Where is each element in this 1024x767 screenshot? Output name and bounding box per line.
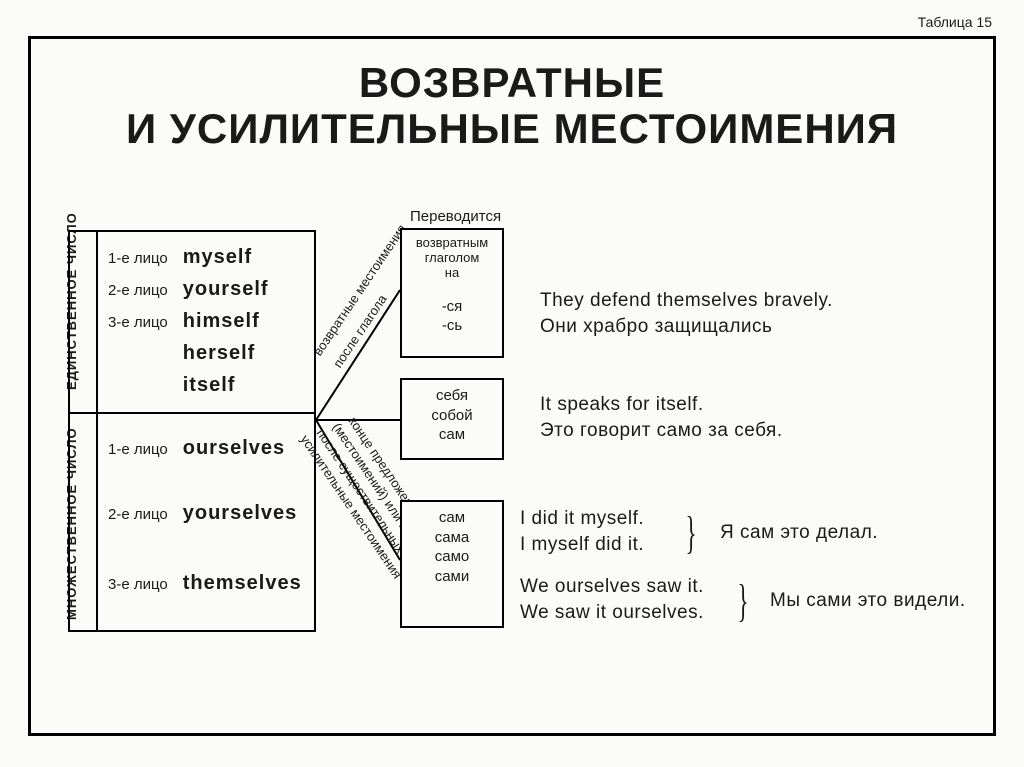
example-line: We ourselves saw it. <box>520 574 704 600</box>
box-text: сама <box>406 528 498 548</box>
table-vline <box>96 232 98 630</box>
pronoun-table: 1-е лицо myself 2-е лицо yourself 3-е ли… <box>68 230 316 632</box>
table-row: 3-е лицо himself <box>108 310 260 333</box>
table-row: herself <box>108 342 255 365</box>
pronoun-word: herself <box>183 342 256 364</box>
box-text: -сь <box>406 316 498 336</box>
pronoun-word: itself <box>183 374 236 396</box>
box-text: сам <box>406 508 498 528</box>
box-text: возвратным <box>406 236 498 251</box>
example-line: Они храбро защищались <box>540 314 833 340</box>
table-row: itself <box>108 374 235 397</box>
box-text: себя <box>406 386 498 406</box>
box-text: глаголом <box>406 251 498 266</box>
person-label: 1-е лицо <box>108 441 178 458</box>
example-block-3: I did it myself. I myself did it. <box>520 506 644 557</box>
translate-heading: Переводится <box>410 208 501 225</box>
box-text: сам <box>406 425 498 445</box>
box-text: на <box>406 266 498 281</box>
table-row: 2-е лицо yourself <box>108 278 269 301</box>
translation-box-verb: возвратным глаголом на -ся -сь <box>400 228 504 358</box>
person-label: 2-е лицо <box>108 282 178 299</box>
person-label: 2-е лицо <box>108 506 178 523</box>
title-line-1: ВОЗВРАТНЫЕ <box>359 59 665 106</box>
box-text: само <box>406 547 498 567</box>
example-line: We saw it ourselves. <box>520 600 704 626</box>
pronoun-word: ourselves <box>183 437 285 459</box>
example-line: Это говорит само за себя. <box>540 418 783 444</box>
brace-icon: } <box>738 574 749 627</box>
box-text: сами <box>406 567 498 587</box>
example-result: Я сам это делал. <box>720 520 878 546</box>
box-text: собой <box>406 406 498 426</box>
example-block-1: They defend themselves bravely. Они храб… <box>540 288 833 339</box>
table-row: 2-е лицо yourselves <box>108 502 297 525</box>
person-label: 3-е лицо <box>108 314 178 331</box>
title-line-2: И УСИЛИТЕЛЬНЫЕ МЕСТОИМЕНИЯ <box>0 106 1024 152</box>
translation-box-emphatic: сам сама само сами <box>400 500 504 628</box>
pronoun-word: yourself <box>183 278 269 300</box>
table-hline <box>70 412 314 414</box>
person-label: 1-е лицо <box>108 250 178 267</box>
translation-box-self: себя собой сам <box>400 378 504 460</box>
box-text: -ся <box>406 297 498 317</box>
page-title: ВОЗВРАТНЫЕ И УСИЛИТЕЛЬНЫЕ МЕСТОИМЕНИЯ <box>0 60 1024 152</box>
brace-icon: } <box>686 506 697 559</box>
table-row: 1-е лицо myself <box>108 246 252 269</box>
pronoun-word: himself <box>183 310 260 332</box>
example-block-2: It speaks for itself. Это говорит само з… <box>540 392 783 443</box>
example-result: Мы сами это видели. <box>770 588 966 614</box>
person-label: 3-е лицо <box>108 576 178 593</box>
pronoun-word: themselves <box>183 572 302 594</box>
table-row: 1-е лицо ourselves <box>108 437 285 460</box>
page: Таблица 15 ВОЗВРАТНЫЕ И УСИЛИТЕЛЬНЫЕ МЕС… <box>0 0 1024 767</box>
example-line: They defend themselves bravely. <box>540 288 833 314</box>
example-block-4: We ourselves saw it. We saw it ourselves… <box>520 574 704 625</box>
table-row: 3-е лицо themselves <box>108 572 302 595</box>
example-line: It speaks for itself. <box>540 392 783 418</box>
example-line: I did it myself. <box>520 506 644 532</box>
pronoun-word: myself <box>183 246 252 268</box>
example-line: I myself did it. <box>520 532 644 558</box>
pronoun-word: yourselves <box>183 502 298 524</box>
table-number: Таблица 15 <box>918 14 992 30</box>
